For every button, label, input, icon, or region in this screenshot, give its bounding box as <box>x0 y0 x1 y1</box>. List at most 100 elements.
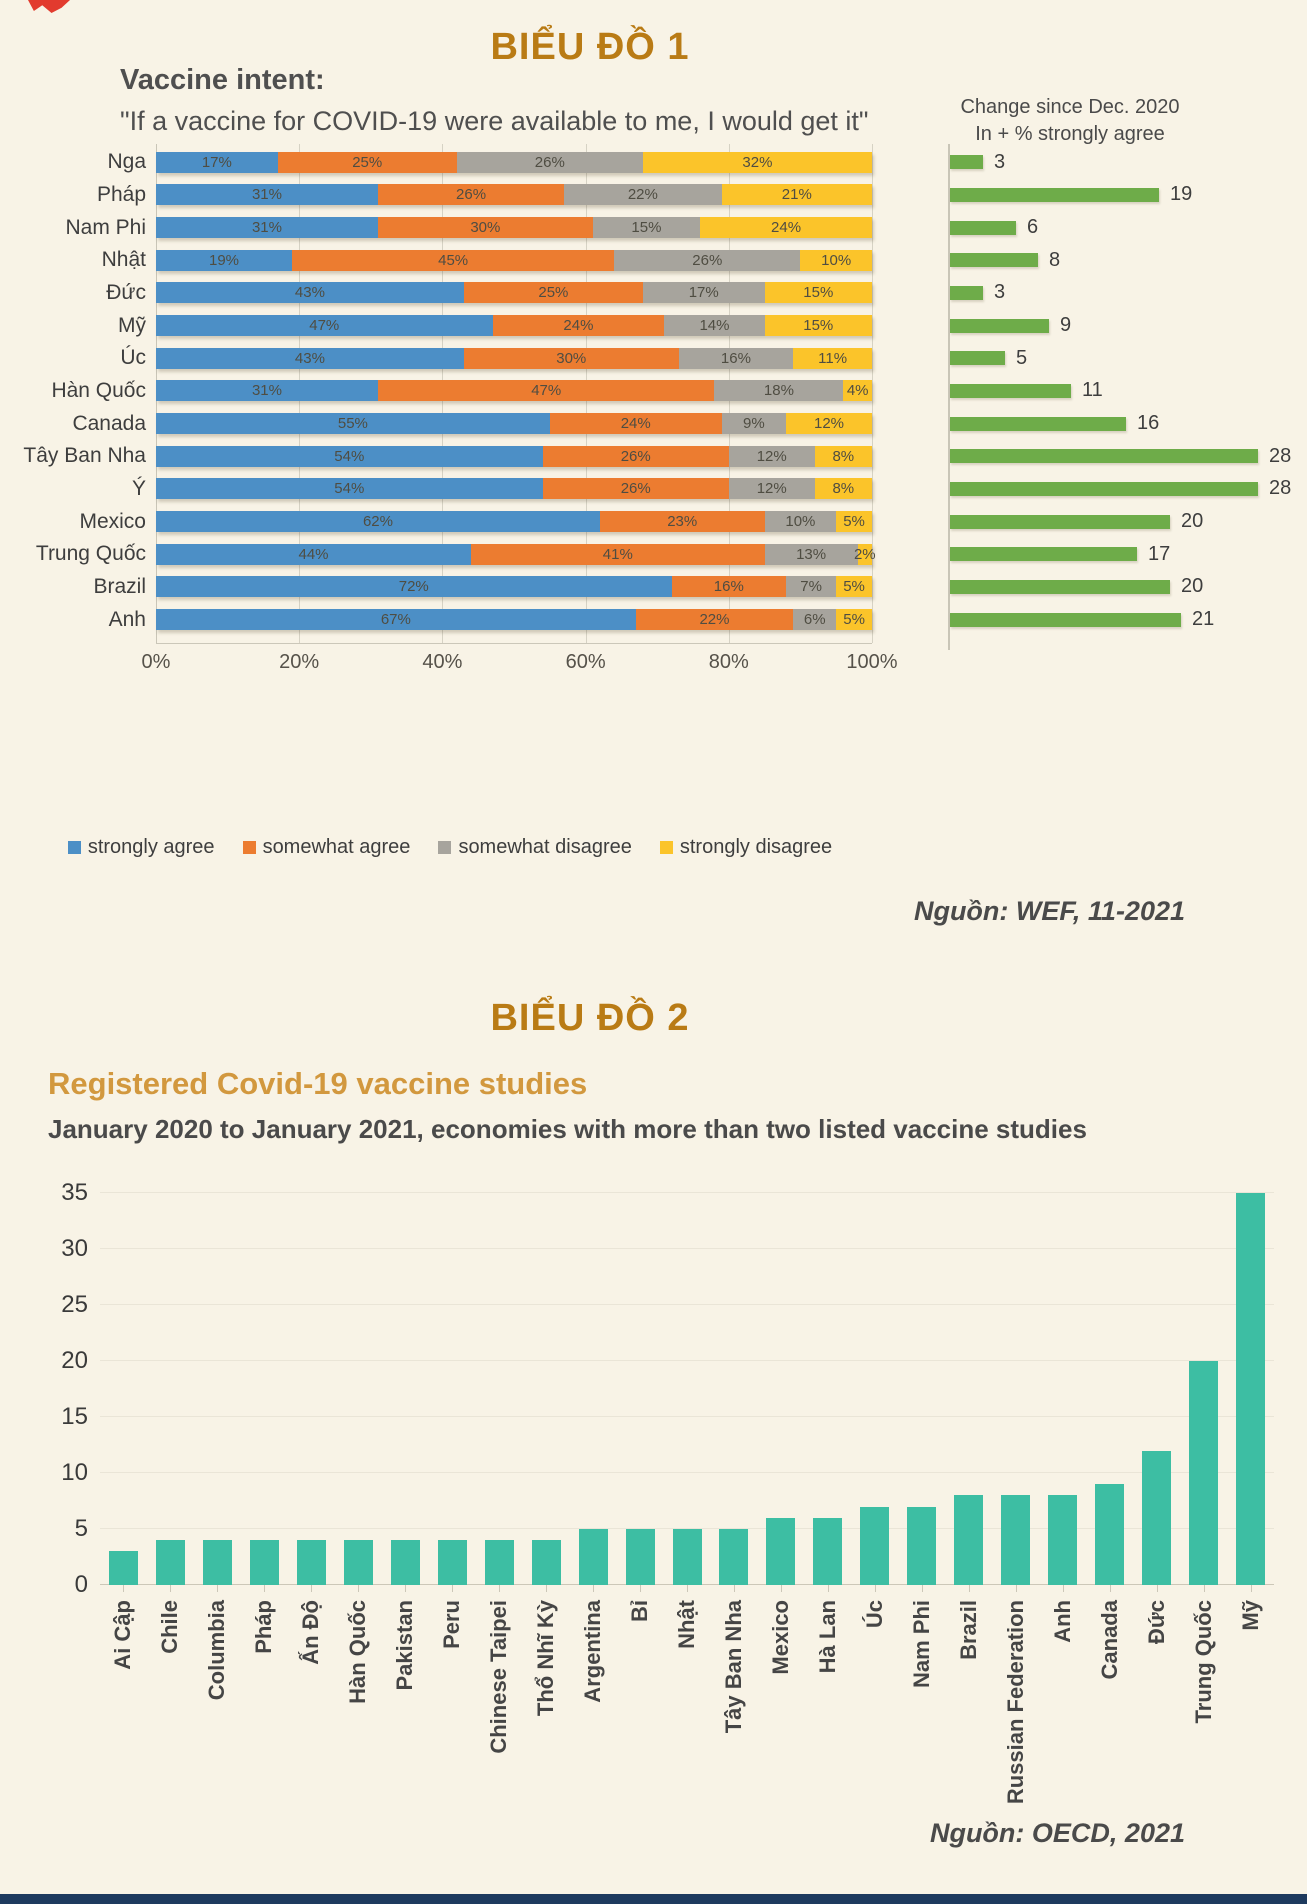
segment-value-label: 15% <box>803 317 834 335</box>
bar-segment: 12% <box>728 478 815 500</box>
country-label: Brazil <box>93 574 146 598</box>
change-bar <box>950 253 1038 268</box>
x-axis-tick <box>1203 1585 1205 1592</box>
change-bar <box>950 351 1005 366</box>
segment-value-label: 31% <box>251 382 282 400</box>
economy-label-text: Bỉ <box>627 1600 653 1622</box>
chart2-title: Registered Covid-19 vaccine studies <box>48 1066 588 1101</box>
segment-value-label: 25% <box>538 284 569 302</box>
x-axis-tick <box>1156 1585 1158 1592</box>
study-count-bar <box>813 1517 843 1585</box>
x-axis-tick <box>874 1585 876 1592</box>
study-count-bar <box>437 1540 467 1585</box>
bar-segment: 45% <box>292 249 615 271</box>
economy-label-text: Ấn Độ <box>298 1600 324 1665</box>
segment-value-label: 26% <box>620 447 651 465</box>
bar-segment: 10% <box>764 511 837 533</box>
economy-label-text: Ai Cập <box>110 1600 136 1670</box>
study-count-bar <box>1142 1450 1172 1585</box>
segment-value-label: 47% <box>531 382 562 400</box>
segment-value-label: 5% <box>843 611 865 629</box>
chart1-row: Úc 43% 30% 16% 11% <box>0 342 872 375</box>
bar-segment: 25% <box>463 282 643 304</box>
country-label: Anh <box>108 607 146 631</box>
segment-value-label: 10% <box>821 251 852 269</box>
chart2-y-axis-labels: 0 5 10 15 20 25 30 35 <box>20 1179 88 1598</box>
x-axis-tick <box>499 1585 501 1592</box>
bar-segment: 12% <box>728 445 815 467</box>
change-bar <box>950 318 1049 333</box>
change-value-label: 19 <box>1170 183 1193 206</box>
stacked-bar: 72% 16% 7% 5% <box>156 576 872 598</box>
change-value-label: 3 <box>994 281 1006 304</box>
legend-item: strongly disagree <box>659 836 832 859</box>
study-count-bar <box>672 1529 702 1585</box>
stacked-bar: 54% 26% 12% 8% <box>156 478 872 500</box>
stacked-bar: 31% 30% 15% 24% <box>156 217 872 239</box>
economy-label-text: Đức <box>1143 1600 1169 1645</box>
x-axis-tick <box>968 1585 970 1592</box>
bar-segment: 12% <box>786 413 872 435</box>
change-bar <box>950 612 1181 627</box>
economy-label: Pakistan <box>382 1600 429 1875</box>
segment-value-label: 26% <box>456 186 487 204</box>
chart1-row: Nga 17% 25% 26% 32% <box>0 146 872 179</box>
economy-label-text: Hàn Quốc <box>345 1600 371 1704</box>
change-bar <box>950 187 1159 202</box>
chart1-row: Brazil 72% 16% 7% 5% <box>0 571 872 604</box>
economy-label-text: Mexico <box>767 1600 793 1675</box>
economy-label-text: Chinese Taipei <box>486 1600 512 1754</box>
segment-value-label: 18% <box>763 382 794 400</box>
country-label: Trung Quốc <box>35 542 146 566</box>
y-axis-tick-label: 30 <box>61 1235 88 1262</box>
stacked-bar: 47% 24% 14% 15% <box>156 315 872 337</box>
study-count-bar <box>390 1540 420 1585</box>
economy-label-text: Trung Quốc <box>1190 1600 1216 1724</box>
gridline <box>100 1360 1274 1361</box>
economy-label-text: Columbia <box>204 1600 230 1701</box>
economy-label-text: Argentina <box>580 1600 606 1703</box>
change-bar <box>950 220 1016 235</box>
chart2-source: Nguồn: OECD, 2021 <box>929 1818 1185 1848</box>
x-axis-tick <box>1062 1585 1064 1592</box>
side-chart-row: 3 <box>950 146 1300 179</box>
segment-value-label: 11% <box>818 349 848 367</box>
side-chart-row: 20 <box>950 505 1300 538</box>
study-count-bar <box>954 1495 984 1585</box>
segment-value-label: 67% <box>380 611 411 629</box>
chart1-legend: strongly agree somewhat agree somewhat dis… <box>0 836 900 859</box>
bar-segment: 18% <box>714 380 844 402</box>
red-corner-mark <box>28 0 70 13</box>
segment-value-label: 31% <box>251 219 282 237</box>
chart1-row: Pháp 31% 26% 22% 21% <box>0 179 872 212</box>
economy-label-text: Thổ Nhĩ Kỳ <box>533 1600 559 1717</box>
country-label: Ý <box>131 476 146 500</box>
bar-segment: 47% <box>377 380 715 402</box>
economy-label: Bỉ <box>617 1600 664 1875</box>
change-value-label: 6 <box>1027 216 1039 239</box>
change-value-label: 20 <box>1181 510 1204 533</box>
side-chart-title: Change since Dec. 2020 In + % strongly a… <box>935 94 1205 148</box>
segment-value-label: 55% <box>337 415 368 433</box>
segment-value-label: 14% <box>699 317 730 335</box>
economy-label-text: Pakistan <box>392 1600 418 1691</box>
bar-segment: 47% <box>156 315 493 337</box>
side-chart-row: 5 <box>950 342 1300 375</box>
stacked-bar: 54% 26% 12% 8% <box>156 445 872 467</box>
economy-label-text: Canada <box>1096 1600 1122 1680</box>
country-label: Mỹ <box>118 313 146 337</box>
side-chart-row: 3 <box>950 277 1300 310</box>
country-label: Mexico <box>79 509 146 533</box>
economy-label: Argentina <box>570 1600 617 1875</box>
bar-segment: 25% <box>277 151 457 173</box>
bar-segment: 5% <box>836 576 872 598</box>
economy-label: Hàn Quốc <box>335 1600 382 1875</box>
footer-bar <box>0 1894 1307 1904</box>
bar-segment: 2% <box>854 543 876 565</box>
bar-segment: 14% <box>664 315 765 337</box>
side-chart-row: 11 <box>950 375 1300 408</box>
segment-value-label: 19% <box>209 251 240 269</box>
chart1-row: Anh 67% 22% 6% 5% <box>0 603 872 636</box>
change-value-label: 5 <box>1016 346 1028 369</box>
segment-value-label: 31% <box>251 186 282 204</box>
